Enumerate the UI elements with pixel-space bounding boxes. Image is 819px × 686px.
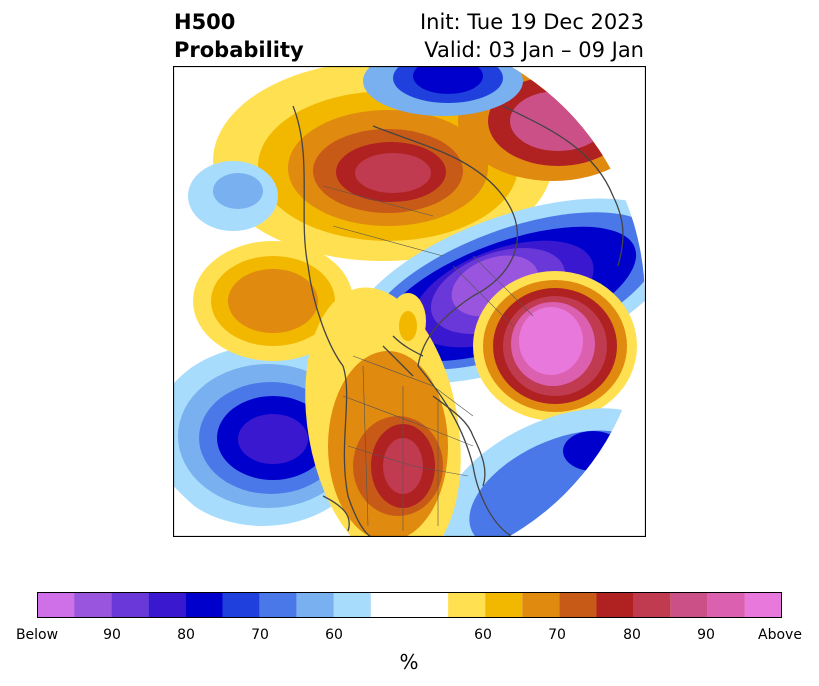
colorbar-swatch xyxy=(744,592,782,618)
colorbar-swatch xyxy=(333,592,371,618)
colorbar-swatch xyxy=(485,592,523,618)
colorbar-tick-label: 60 xyxy=(325,627,343,643)
map-frame xyxy=(173,66,646,537)
variable-type: Probability xyxy=(174,38,304,62)
probability-map xyxy=(173,66,646,537)
colorbar-tick-label: 60 xyxy=(474,627,492,643)
colorbar xyxy=(37,592,782,618)
colorbar-swatch xyxy=(74,592,112,618)
colorbar-swatch xyxy=(448,592,486,618)
colorbar-swatch xyxy=(670,592,708,618)
colorbar-swatch xyxy=(522,592,560,618)
colorbar-tick-label: 90 xyxy=(697,627,715,643)
coastlines xyxy=(292,105,624,537)
colorbar-swatch xyxy=(37,592,75,618)
colorbar-tick-label: 70 xyxy=(251,627,269,643)
colorbar-tick-label: 80 xyxy=(177,627,195,643)
colorbar-unit: % xyxy=(399,650,419,674)
colorbar-swatch xyxy=(148,592,186,618)
colorbar-swatch xyxy=(111,592,149,618)
anomaly-field xyxy=(173,66,645,537)
colorbar-frame xyxy=(37,592,782,618)
valid-range: Valid: 03 Jan – 09 Jan xyxy=(424,38,644,62)
colorbar-tick-above: Above xyxy=(758,627,802,643)
colorbar-swatch xyxy=(596,592,634,618)
colorbar-tick-below: Below xyxy=(15,627,59,643)
colorbar-swatch xyxy=(296,592,334,618)
colorbar-swatch xyxy=(370,592,449,618)
variable-name: H500 xyxy=(174,10,236,34)
colorbar-swatch xyxy=(707,592,745,618)
anomaly-pacific-low xyxy=(173,346,373,526)
anomaly-us-high xyxy=(305,287,461,537)
anomaly-atlantic-high xyxy=(473,271,637,421)
anomaly-arctic-low xyxy=(363,66,523,116)
colorbar-swatch xyxy=(559,592,597,618)
borders xyxy=(322,185,534,531)
anomaly-west-pacific-low xyxy=(188,161,278,231)
colorbar-swatch xyxy=(633,592,671,618)
title-right: Init: Tue 19 Dec 2023 Valid: 03 Jan – 09… xyxy=(420,8,644,64)
anomaly-west-coast-high xyxy=(193,241,353,361)
colorbar-swatch xyxy=(222,592,260,618)
colorbar-swatch xyxy=(185,592,223,618)
colorbar-swatch xyxy=(259,592,297,618)
init-date: Init: Tue 19 Dec 2023 xyxy=(419,10,644,34)
colorbar-tick-label: 90 xyxy=(103,627,121,643)
colorbar-tick-label: 70 xyxy=(548,627,566,643)
title-left: H500 Probability xyxy=(174,8,304,64)
anomaly-alaska-high xyxy=(213,66,553,261)
colorbar-tick-label: 80 xyxy=(623,627,641,643)
